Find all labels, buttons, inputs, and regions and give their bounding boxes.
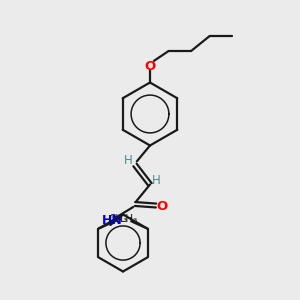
Text: H: H [152, 173, 161, 187]
Text: HN: HN [102, 214, 123, 227]
Text: O: O [144, 59, 156, 73]
Text: O: O [156, 200, 168, 213]
Text: CH₃: CH₃ [118, 214, 137, 224]
Text: H: H [124, 154, 133, 167]
Text: CH₃: CH₃ [109, 214, 128, 224]
